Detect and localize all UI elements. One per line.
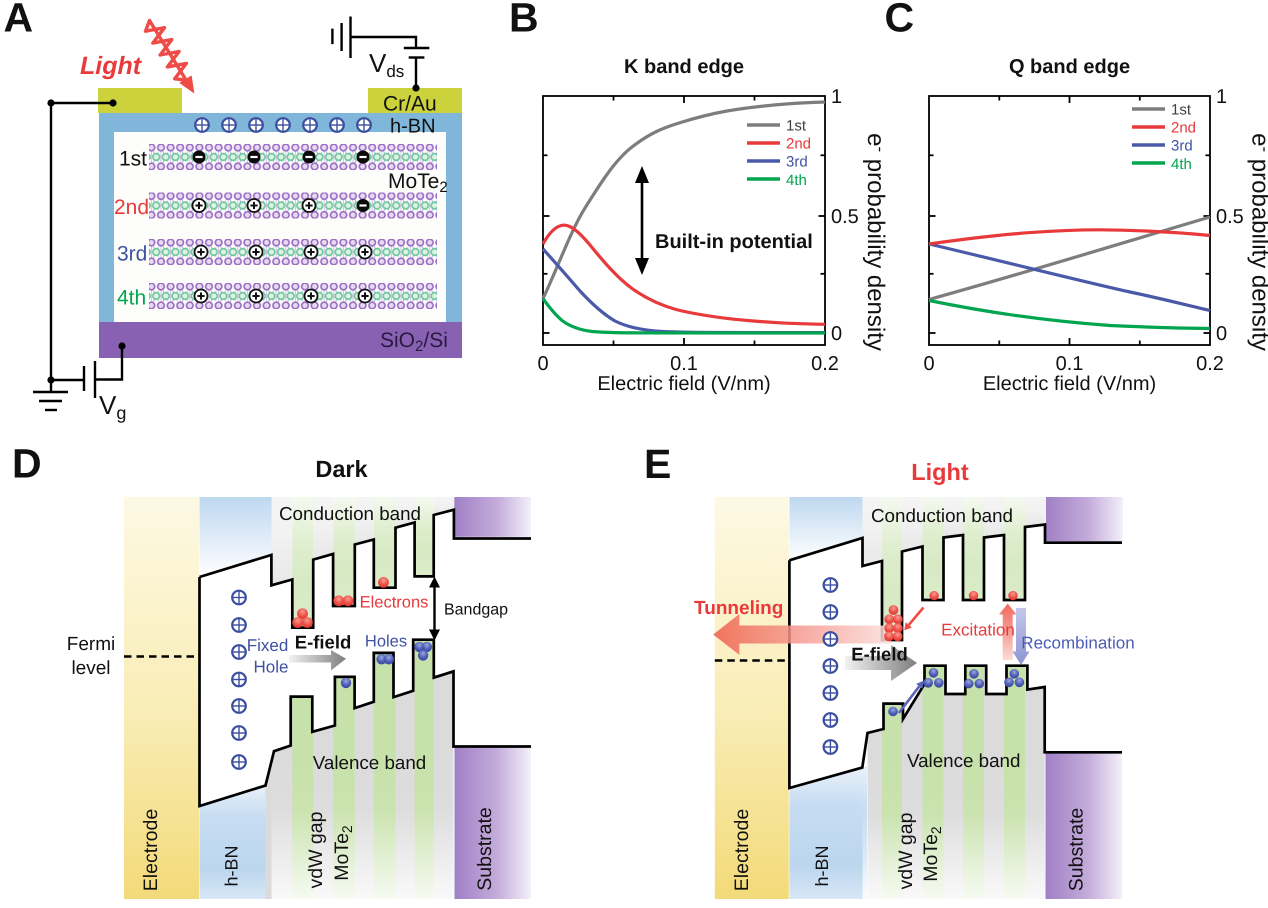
svg-text:4th: 4th: [1171, 156, 1192, 173]
svg-text:MoTe2: MoTe2: [388, 170, 448, 196]
svg-text:K band edge: K band edge: [624, 56, 744, 78]
svg-text:0: 0: [831, 323, 842, 345]
svg-text:E-field: E-field: [851, 644, 908, 665]
svg-text:Conduction band: Conduction band: [279, 503, 421, 524]
svg-text:h-BN: h-BN: [222, 845, 242, 886]
svg-text:2nd: 2nd: [114, 196, 149, 219]
svg-text:0.1: 0.1: [1056, 353, 1084, 375]
svg-text:1st: 1st: [786, 118, 807, 135]
svg-text:3rd: 3rd: [117, 243, 147, 266]
svg-text:Conduction band: Conduction band: [871, 505, 1013, 526]
svg-text:1st: 1st: [119, 148, 147, 171]
svg-text:4th: 4th: [786, 172, 807, 189]
svg-text:Q band edge: Q band edge: [1009, 56, 1130, 78]
svg-text:level: level: [71, 658, 110, 679]
svg-text:0.2: 0.2: [1196, 353, 1224, 375]
svg-text:2nd: 2nd: [786, 136, 811, 153]
svg-text:Excitation: Excitation: [941, 621, 1015, 640]
svg-text:e- probability density: e- probability density: [862, 133, 890, 351]
svg-text:Tunneling: Tunneling: [694, 598, 783, 619]
svg-text:vdW gap: vdW gap: [305, 811, 327, 888]
svg-text:Electrons: Electrons: [360, 594, 429, 612]
svg-text:Dark: Dark: [315, 456, 368, 482]
svg-text:Built-in potential: Built-in potential: [655, 231, 813, 253]
svg-text:MoTe2: MoTe2: [331, 825, 355, 881]
svg-text:h-BN: h-BN: [812, 845, 832, 886]
svg-text:Electrode: Electrode: [140, 809, 162, 891]
svg-text:Substrate: Substrate: [474, 807, 496, 890]
svg-text:Fermi: Fermi: [67, 634, 116, 655]
svg-text:0.5: 0.5: [1216, 206, 1244, 228]
svg-text:Valence band: Valence band: [907, 750, 1020, 771]
svg-text:Cr/Au: Cr/Au: [383, 93, 437, 116]
svg-text:2nd: 2nd: [1171, 120, 1196, 137]
svg-text:MoTe2: MoTe2: [920, 826, 944, 882]
svg-text:0.1: 0.1: [670, 353, 698, 375]
svg-text:SiO2/Si: SiO2/Si: [380, 329, 448, 355]
svg-text:Fixed: Fixed: [247, 636, 289, 655]
svg-text:1: 1: [831, 86, 842, 108]
svg-text:Light: Light: [80, 52, 143, 80]
svg-text:0.2: 0.2: [811, 353, 839, 375]
svg-text:Valence band: Valence band: [313, 752, 426, 773]
svg-text:Recombination: Recombination: [1021, 634, 1134, 653]
svg-text:0.5: 0.5: [831, 206, 859, 228]
svg-text:3rd: 3rd: [786, 154, 808, 171]
svg-text:Hole: Hole: [254, 658, 289, 677]
svg-text:vdW gap: vdW gap: [895, 812, 917, 889]
svg-text:Electrode: Electrode: [731, 809, 753, 891]
svg-text:E: E: [644, 441, 671, 487]
svg-text:A: A: [4, 0, 34, 41]
svg-text:Electric field (V/nm): Electric field (V/nm): [983, 373, 1156, 395]
svg-text:1st: 1st: [1171, 102, 1192, 119]
svg-text:Electric field (V/nm): Electric field (V/nm): [597, 373, 770, 395]
svg-text:3rd: 3rd: [1171, 138, 1193, 155]
svg-text:0: 0: [1216, 323, 1227, 345]
svg-text:C: C: [885, 0, 915, 41]
svg-text:0: 0: [537, 353, 548, 375]
svg-text:Light: Light: [911, 459, 969, 485]
svg-text:4th: 4th: [117, 287, 146, 310]
svg-text:1: 1: [1216, 86, 1227, 108]
svg-text:e- probability density: e- probability density: [1247, 133, 1268, 351]
svg-text:Holes: Holes: [365, 633, 407, 651]
svg-text:B: B: [509, 0, 539, 41]
svg-text:D: D: [12, 441, 42, 487]
svg-text:h-BN: h-BN: [390, 116, 436, 138]
svg-text:Substrate: Substrate: [1066, 808, 1088, 891]
svg-text:Bandgap: Bandgap: [444, 602, 508, 619]
svg-text:0: 0: [923, 353, 934, 375]
svg-text:E-field: E-field: [295, 632, 352, 653]
